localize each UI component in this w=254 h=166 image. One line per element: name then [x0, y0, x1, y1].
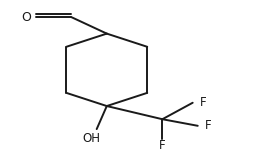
Text: OH: OH	[83, 132, 101, 145]
Text: F: F	[159, 139, 166, 152]
Text: F: F	[204, 119, 211, 132]
Text: F: F	[199, 96, 206, 109]
Text: O: O	[21, 11, 31, 24]
